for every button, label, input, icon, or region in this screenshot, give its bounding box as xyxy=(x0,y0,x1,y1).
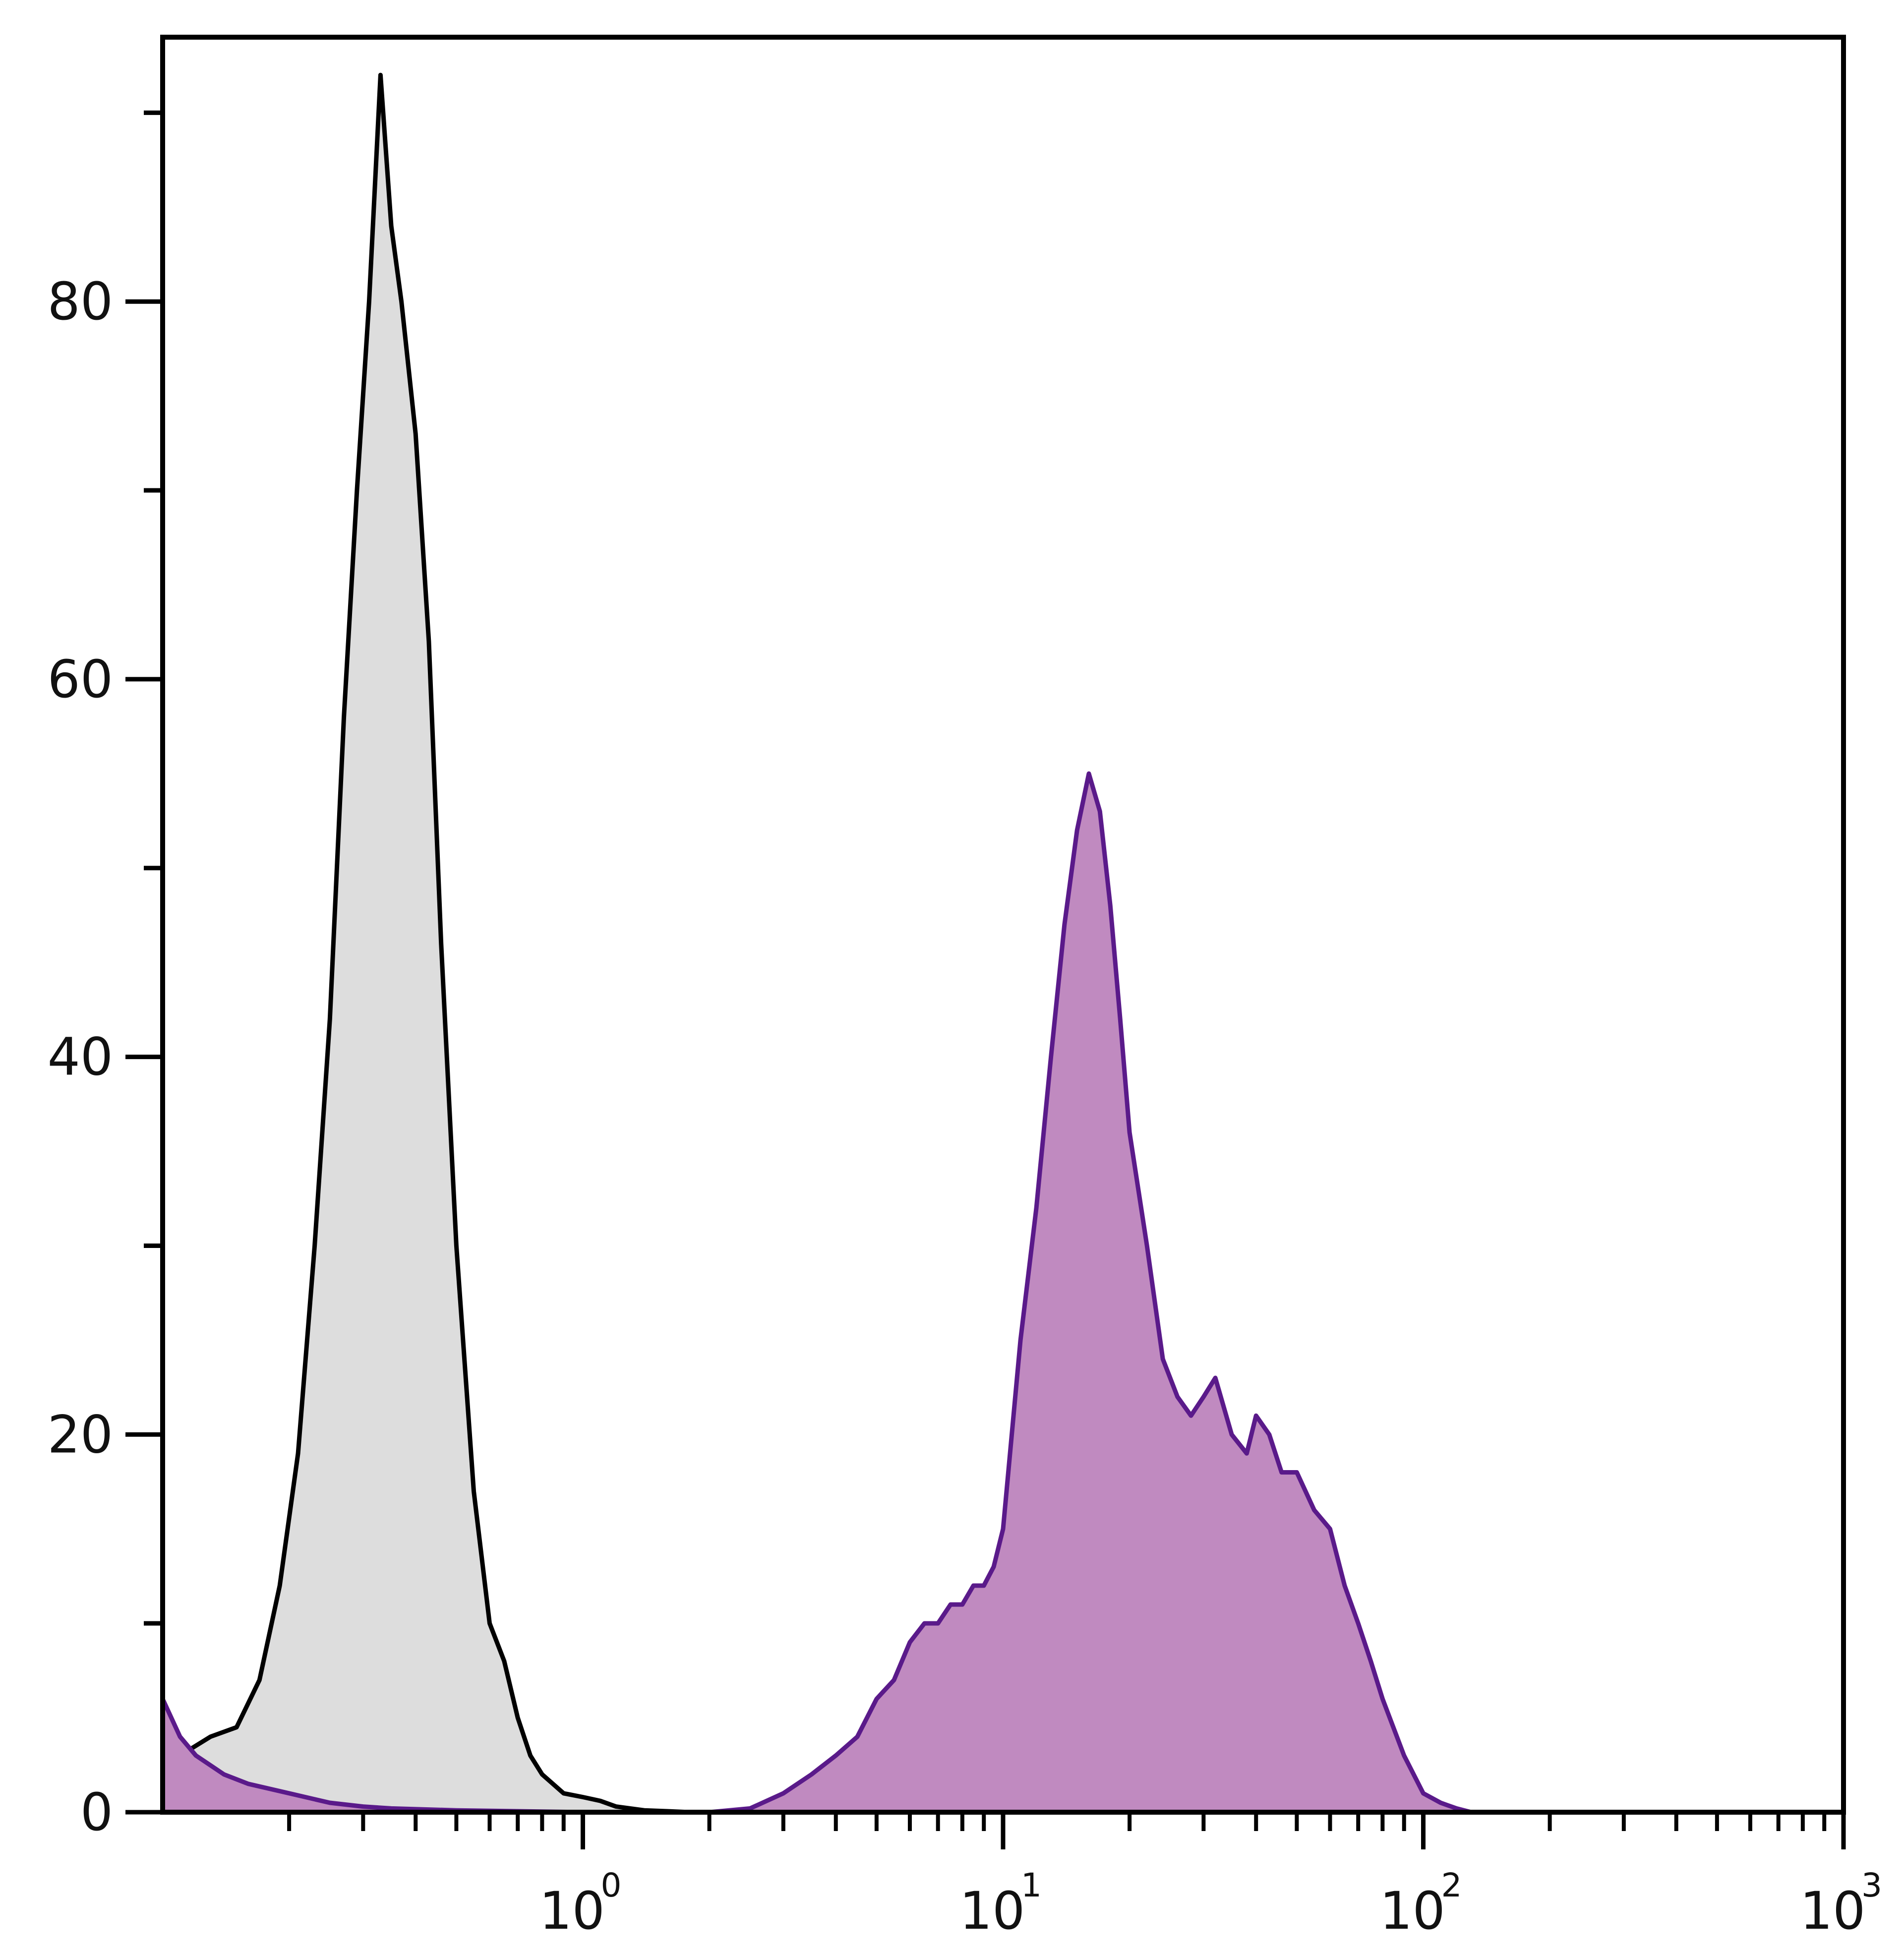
plot-series xyxy=(160,72,1472,1815)
histogram-area-1 xyxy=(163,75,690,1813)
x-tick-exponent: 2 xyxy=(1441,1866,1462,1904)
y-tick-label: 20 xyxy=(48,1404,113,1465)
x-tick-exponent: 1 xyxy=(1021,1866,1042,1904)
histogram-area-2 xyxy=(163,773,1472,1812)
y-tick-label: 60 xyxy=(48,649,113,710)
y-tick-label: 0 xyxy=(80,1782,113,1842)
y-tick-label: 40 xyxy=(48,1027,113,1087)
x-tick-label: 10 xyxy=(1380,1881,1445,1941)
histogram-outline-1 xyxy=(160,72,690,1815)
x-axis: 100 101 102 103 xyxy=(287,1812,1882,1941)
y-axis: 0 20 40 60 80 xyxy=(48,110,163,1842)
x-tick-label: 10 xyxy=(1800,1881,1865,1941)
x-tick-label: 10 xyxy=(959,1881,1025,1941)
x-tick-label: 10 xyxy=(539,1881,605,1941)
x-tick-exponent: 3 xyxy=(1861,1866,1882,1904)
y-tick-label: 80 xyxy=(48,271,113,332)
x-tick-exponent: 0 xyxy=(601,1866,622,1904)
